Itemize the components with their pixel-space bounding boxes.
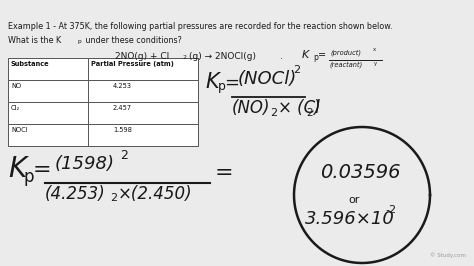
Text: =: = xyxy=(224,74,239,92)
Text: Example 1 - At 375K, the following partial pressures are recorded for the reacti: Example 1 - At 375K, the following parti… xyxy=(8,22,392,31)
Text: NO: NO xyxy=(11,83,21,89)
Text: (1598): (1598) xyxy=(55,155,115,173)
Text: Partial Pressure (atm): Partial Pressure (atm) xyxy=(91,61,174,67)
Text: (NO): (NO) xyxy=(232,99,271,117)
Text: p: p xyxy=(24,168,35,186)
Text: p: p xyxy=(78,39,82,44)
Text: 4.253: 4.253 xyxy=(113,83,132,89)
Text: (4.253): (4.253) xyxy=(45,185,106,203)
Text: (reactant): (reactant) xyxy=(329,61,362,68)
Text: K: K xyxy=(205,72,219,92)
Text: Cl₂: Cl₂ xyxy=(11,105,20,111)
Text: =: = xyxy=(33,160,52,180)
Text: =: = xyxy=(215,163,234,183)
Text: 2: 2 xyxy=(183,55,187,60)
Text: under these conditions?: under these conditions? xyxy=(83,36,182,45)
Text: 2NO(g) + Cl: 2NO(g) + Cl xyxy=(115,52,169,61)
Text: (g) → 2NOCl(g): (g) → 2NOCl(g) xyxy=(189,52,256,61)
Text: .: . xyxy=(280,52,283,61)
Text: p: p xyxy=(313,53,318,62)
Text: 2: 2 xyxy=(110,193,117,203)
Text: ×(2.450): ×(2.450) xyxy=(118,185,192,203)
Text: (NOCl): (NOCl) xyxy=(238,70,297,88)
Text: 3.596×10: 3.596×10 xyxy=(305,210,395,228)
FancyBboxPatch shape xyxy=(8,58,198,80)
Text: (product): (product) xyxy=(330,49,361,56)
FancyBboxPatch shape xyxy=(8,102,198,124)
Text: or: or xyxy=(348,195,359,205)
Text: What is the K: What is the K xyxy=(8,36,61,45)
Text: y: y xyxy=(374,61,377,66)
Text: 2: 2 xyxy=(270,108,277,118)
Text: Substance: Substance xyxy=(11,61,50,67)
FancyBboxPatch shape xyxy=(8,124,198,146)
Text: 2: 2 xyxy=(306,108,313,118)
Text: K: K xyxy=(8,155,26,183)
Text: NOCl: NOCl xyxy=(11,127,27,133)
Text: -2: -2 xyxy=(385,205,396,215)
Text: 0.03596: 0.03596 xyxy=(320,163,401,182)
Text: ): ) xyxy=(313,99,319,117)
Text: 1.598: 1.598 xyxy=(113,127,132,133)
FancyBboxPatch shape xyxy=(8,80,198,102)
Text: =: = xyxy=(318,50,326,60)
Text: p: p xyxy=(218,80,226,93)
Text: K: K xyxy=(302,50,309,60)
Text: 2: 2 xyxy=(293,65,300,75)
Text: x: x xyxy=(373,47,376,52)
Text: 2.457: 2.457 xyxy=(113,105,132,111)
Text: © Study.com: © Study.com xyxy=(430,252,466,258)
Text: 2: 2 xyxy=(120,149,128,162)
Text: × (Cl: × (Cl xyxy=(278,99,320,117)
